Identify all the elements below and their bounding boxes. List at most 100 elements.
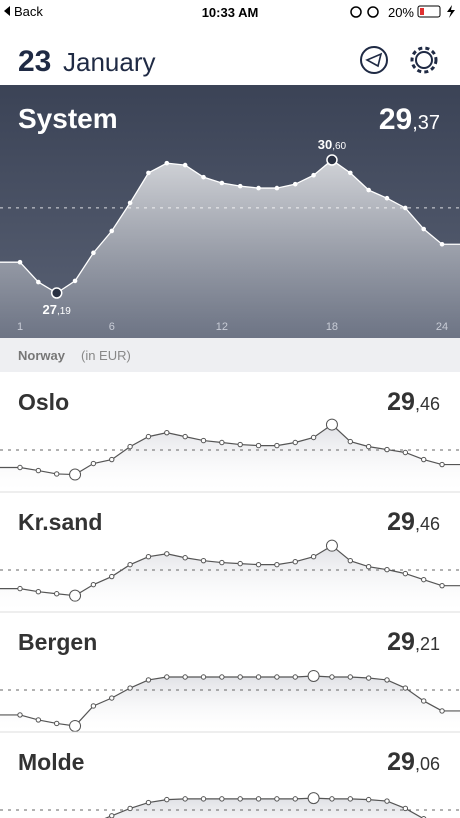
hour-point bbox=[109, 456, 115, 463]
hour-point bbox=[255, 561, 262, 568]
hour-point bbox=[219, 559, 225, 566]
hour-point bbox=[365, 675, 372, 681]
battery-level bbox=[420, 8, 424, 15]
price-line bbox=[19, 544, 443, 597]
hour-point bbox=[348, 170, 353, 176]
hour-point bbox=[384, 566, 390, 573]
label-dec: ,60 bbox=[332, 141, 346, 152]
city-area bbox=[106, 798, 423, 818]
hour-point bbox=[54, 591, 60, 597]
settings-button[interactable] bbox=[415, 51, 433, 69]
hour-point bbox=[127, 805, 133, 812]
extreme-point bbox=[325, 418, 338, 431]
hour-point bbox=[17, 712, 23, 718]
hour-point bbox=[366, 187, 371, 193]
hour-point bbox=[237, 441, 243, 448]
hour-point bbox=[17, 585, 23, 592]
clock: 10:33 AM bbox=[202, 5, 259, 20]
settings-icon bbox=[410, 46, 438, 74]
hour-point bbox=[384, 446, 390, 453]
price-line bbox=[19, 423, 443, 476]
region-name: Norway bbox=[18, 348, 66, 363]
hour-point bbox=[36, 279, 41, 285]
hour-point bbox=[365, 564, 372, 570]
hour-point bbox=[127, 561, 133, 568]
battery bbox=[417, 5, 441, 18]
city-price: 29,46 bbox=[387, 508, 440, 536]
label-int: 30 bbox=[318, 137, 332, 152]
extreme-point bbox=[69, 719, 82, 732]
hour-tick-label: 6 bbox=[109, 321, 115, 333]
hour-point bbox=[54, 720, 60, 727]
city-price: 29,46 bbox=[387, 388, 440, 416]
price-dec: ,46 bbox=[415, 394, 440, 414]
system-title: System bbox=[18, 103, 118, 134]
hour-point bbox=[292, 796, 298, 802]
price-dec: ,06 bbox=[415, 754, 440, 774]
price-dec: ,21 bbox=[415, 634, 440, 654]
share-button[interactable] bbox=[360, 46, 388, 74]
hour-point bbox=[182, 674, 188, 680]
system-chart: 30,60 27,19 1 6 12 18 24 bbox=[0, 137, 460, 338]
hour-point bbox=[384, 677, 390, 683]
hour-tick-label: 24 bbox=[436, 321, 448, 333]
alarm-icon bbox=[367, 6, 379, 18]
hour-point bbox=[164, 674, 170, 680]
city-row[interactable]: Bergen 29,21 bbox=[0, 611, 460, 732]
hour-point bbox=[90, 581, 97, 588]
hour-point bbox=[347, 557, 353, 564]
hour-point bbox=[90, 460, 97, 467]
hour-point bbox=[219, 674, 225, 680]
price-int: 29 bbox=[387, 508, 415, 536]
hour-point bbox=[329, 796, 335, 802]
hour-point bbox=[72, 278, 78, 284]
back-arrow[interactable] bbox=[4, 6, 10, 16]
extreme-point bbox=[325, 539, 338, 552]
hour-point bbox=[145, 799, 152, 806]
system-price: 29,37 bbox=[379, 103, 440, 136]
lock-icon bbox=[350, 6, 362, 18]
hour-point bbox=[17, 259, 23, 265]
hour-point bbox=[439, 582, 445, 589]
hour-point bbox=[274, 796, 280, 802]
city-row[interactable]: Kr.sand 29,46 bbox=[0, 491, 460, 610]
hour-point bbox=[200, 674, 207, 680]
hour-point bbox=[237, 560, 243, 567]
city-name: Molde bbox=[18, 749, 84, 775]
price-int: 29 bbox=[387, 388, 415, 416]
hour-point bbox=[347, 674, 353, 680]
hour-point bbox=[384, 195, 390, 201]
hour-point bbox=[146, 170, 151, 176]
city-name: Kr.sand bbox=[18, 509, 102, 535]
header-bg bbox=[0, 0, 460, 85]
hour-point bbox=[182, 162, 188, 168]
date-month: January bbox=[63, 47, 156, 77]
city-row[interactable]: Oslo 29,46 bbox=[0, 388, 460, 490]
extreme-point bbox=[307, 792, 320, 805]
hour-point bbox=[402, 685, 409, 691]
price-int: 29 bbox=[387, 748, 415, 776]
hour-point bbox=[145, 677, 152, 683]
hour-point bbox=[35, 467, 42, 474]
extreme-point bbox=[69, 589, 82, 602]
hour-point bbox=[182, 555, 188, 561]
hour-point bbox=[439, 708, 445, 714]
hour-point bbox=[384, 798, 390, 804]
hour-point bbox=[256, 185, 261, 191]
hour-point bbox=[109, 813, 115, 818]
city-row[interactable]: Molde 29,06 bbox=[0, 731, 460, 818]
hour-point bbox=[182, 796, 188, 802]
hour-point bbox=[127, 200, 133, 206]
back-button[interactable]: Back bbox=[14, 4, 43, 19]
hour-point bbox=[421, 456, 427, 463]
region-unit: (in EUR) bbox=[81, 348, 131, 363]
hour-point bbox=[200, 557, 207, 564]
hour-point bbox=[17, 464, 23, 471]
hour-point bbox=[164, 551, 170, 557]
city-name: Bergen bbox=[18, 629, 97, 655]
hour-point bbox=[421, 698, 427, 704]
hour-point bbox=[439, 241, 445, 247]
hour-point bbox=[439, 461, 445, 468]
price-int: 29 bbox=[387, 628, 415, 656]
